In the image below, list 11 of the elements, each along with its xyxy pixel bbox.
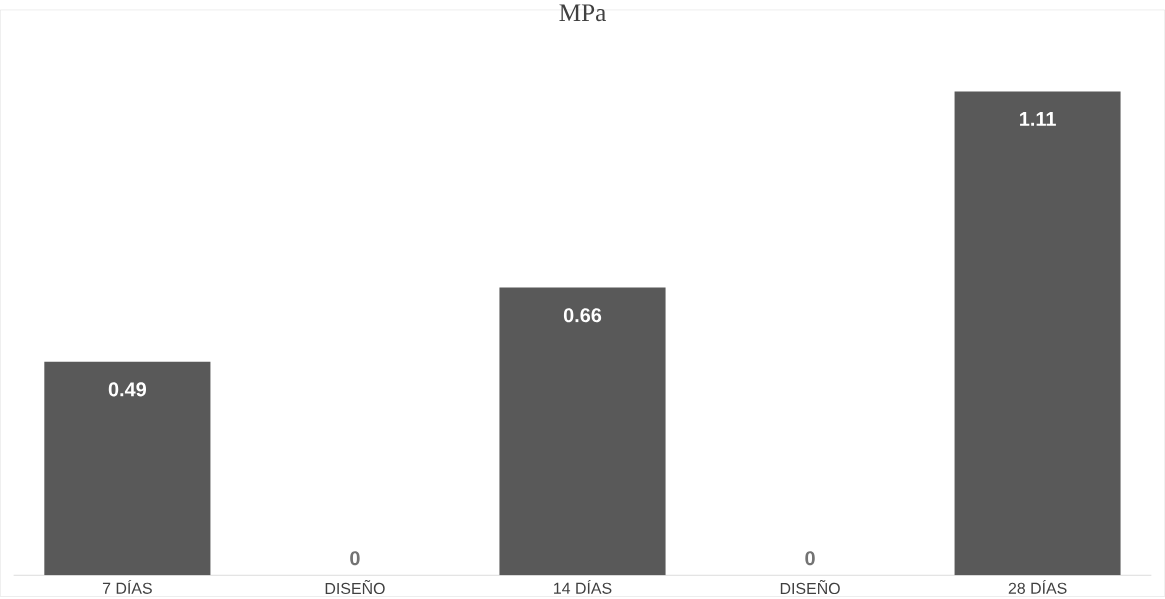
x-tick-label: DISEÑO xyxy=(325,580,385,595)
x-tick-label: 28 DÍAS xyxy=(1008,580,1067,595)
chart-title: MPa xyxy=(559,4,606,22)
data-label: 1.11 xyxy=(1020,112,1056,126)
data-label: 0.49 xyxy=(108,382,147,397)
data-label: 0 xyxy=(350,551,360,566)
x-tick-label: 14 DÍAS xyxy=(554,580,612,595)
data-label: 0 xyxy=(805,551,815,566)
data-label: 0.66 xyxy=(563,308,602,323)
x-tick-label: 7 DÍAS xyxy=(102,580,152,595)
x-tick-label: DISEÑO xyxy=(780,580,840,595)
